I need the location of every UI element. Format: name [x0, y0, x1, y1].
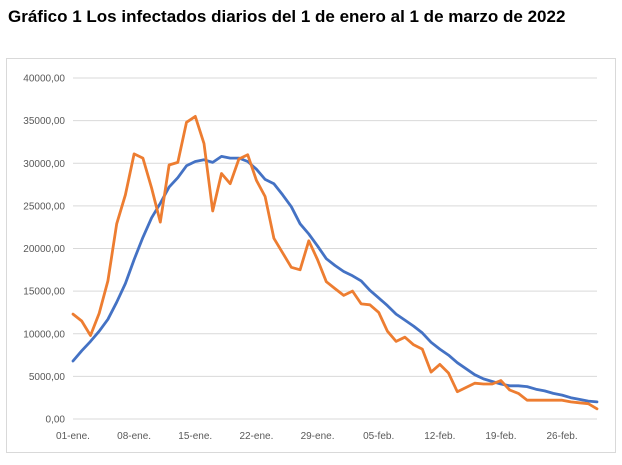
- y-tick-label: 10000,00: [23, 329, 65, 340]
- x-tick-label: 19-feb.: [485, 431, 516, 442]
- y-axis-ticks: 0,00 5000,00 10000,00 15000,00 20000,00 25000…: [23, 74, 65, 426]
- x-tick-label: 05-feb.: [363, 431, 394, 442]
- x-tick-label: 08-ene.: [117, 431, 151, 442]
- y-tick-label: 35000,00: [23, 116, 65, 127]
- x-tick-label: 22-ene.: [239, 431, 273, 442]
- gridlines: [73, 77, 597, 420]
- y-tick-label: 30000,00: [23, 159, 65, 170]
- x-tick-label: 15-ene.: [178, 431, 212, 442]
- chart-title: Gráfico 1 Los infectados diarios del 1 d…: [8, 7, 566, 26]
- x-tick-label: 12-feb.: [424, 431, 455, 442]
- series-line-2: [71, 115, 599, 411]
- series-lines: [71, 115, 599, 411]
- x-tick-label: 29-ene.: [301, 431, 335, 442]
- y-tick-label: 25000,00: [23, 201, 65, 212]
- x-tick-label: 01-ene.: [56, 431, 90, 442]
- x-tick-label: 26-feb.: [546, 431, 577, 442]
- y-tick-label: 20000,00: [23, 244, 65, 255]
- y-tick-label: 15000,00: [23, 287, 65, 298]
- y-tick-label: 0,00: [46, 415, 66, 426]
- x-axis-ticks: 01-ene. 08-ene. 15-ene. 22-ene. 29-ene. 05-fe…: [56, 431, 578, 442]
- y-tick-label: 5000,00: [29, 372, 66, 383]
- y-tick-label: 40000,00: [23, 74, 65, 85]
- series-line-1: [71, 154, 599, 404]
